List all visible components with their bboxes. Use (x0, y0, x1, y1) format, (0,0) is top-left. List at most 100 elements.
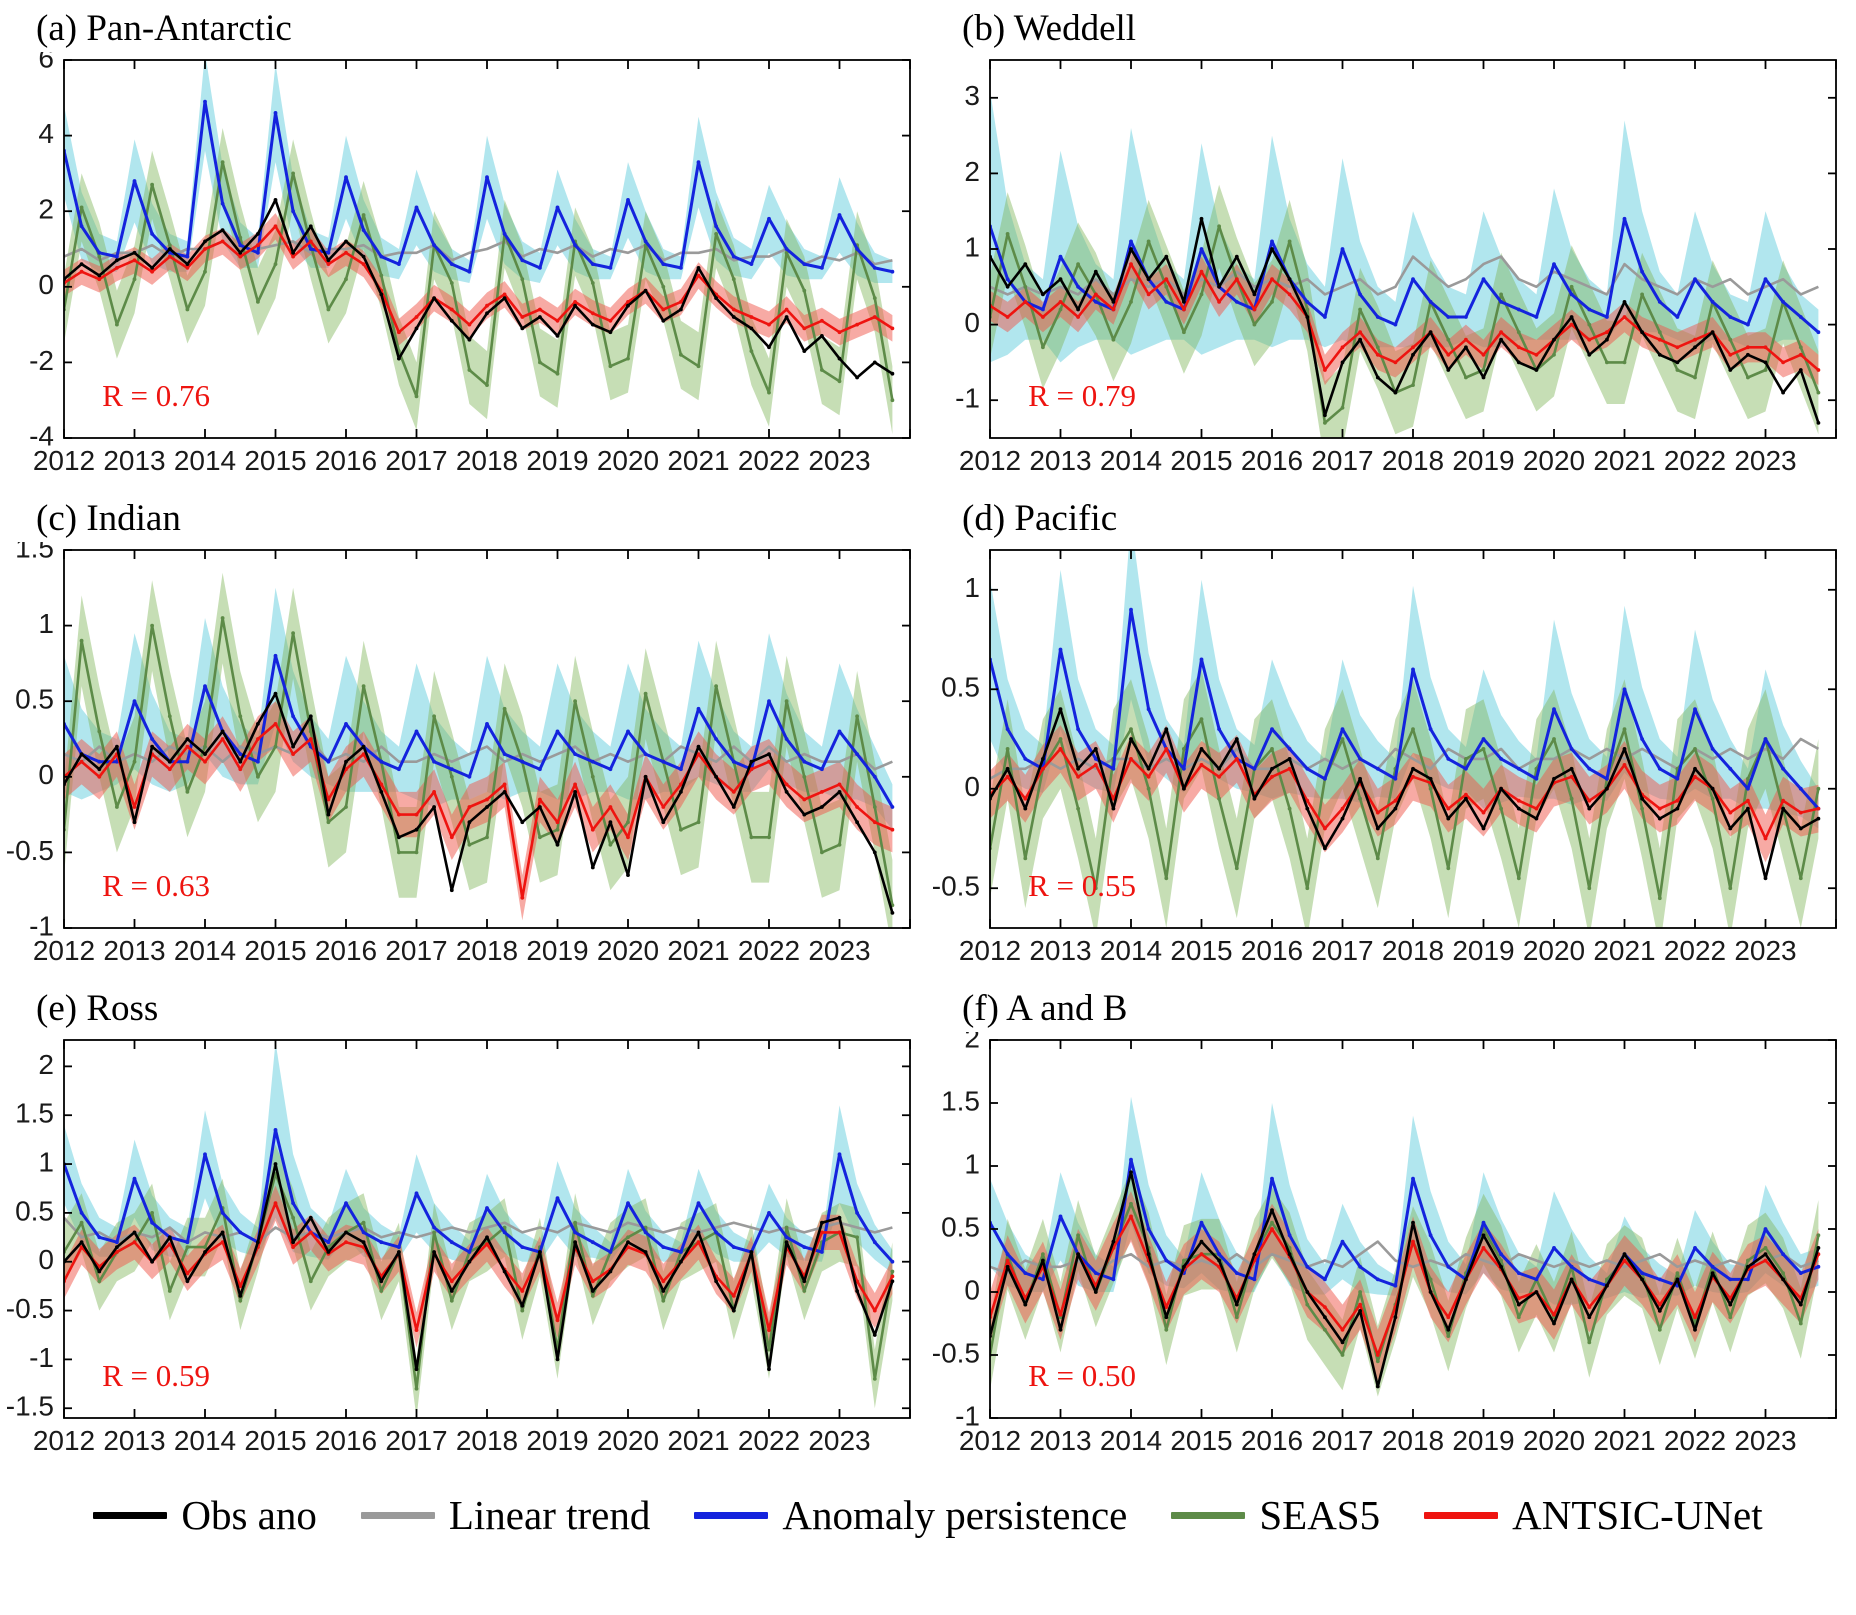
x-tick-label: 2018 (1382, 935, 1444, 966)
legend-item-obs-ano: Obs ano (93, 1491, 317, 1539)
x-tick-label: 2021 (1593, 935, 1655, 966)
y-tick-label: -1 (29, 1342, 54, 1373)
x-tick-label: 2017 (385, 1425, 447, 1456)
x-tick-label: 2013 (1029, 445, 1091, 476)
chart-canvas-f: R = 0.50 -1 -0.5 0 0.5 1 1.5 2 2012 2013 2014 2015 2… (932, 1032, 1837, 1456)
x-tick-label: 2022 (1664, 935, 1726, 966)
r-value-label: R = 0.50 (1028, 1358, 1136, 1393)
legend-item-antsic-unet: ANTSIC-UNet (1424, 1491, 1763, 1539)
x-tick-label: 2014 (1100, 1425, 1162, 1456)
x-tick-label: 2013 (1029, 935, 1091, 966)
x-tick-label: 2017 (385, 935, 447, 966)
x-tick-label: 2016 (1241, 1425, 1303, 1456)
panel-pan-antarctic: (a) Pan-Antarctic R = 0.76 -4 -2 0 2 4 6 2012 20… (6, 4, 918, 484)
y-tick-label: 1.5 (15, 1098, 54, 1129)
x-tick-label: 2013 (103, 1425, 165, 1456)
x-tick-label: 2017 (1311, 1425, 1373, 1456)
legend-item-seas5: SEAS5 (1171, 1491, 1380, 1539)
legend-label-seas5: SEAS5 (1259, 1492, 1381, 1538)
x-tick-label: 2023 (808, 935, 870, 966)
r-value-label: R = 0.79 (1028, 378, 1136, 413)
panel-title-c: (c) Indian (36, 498, 181, 539)
y-tick-label: -1 (955, 383, 980, 414)
panel-weddell: (b) Weddell R = 0.79 -1 0 1 2 3 2012 2013 2014 20… (932, 4, 1844, 484)
chart-canvas-a: R = 0.76 -4 -2 0 2 4 6 2012 2013 2014 2015 2016 2017… (29, 52, 911, 476)
x-tick-label: 2020 (597, 445, 659, 476)
chart-canvas-e: R = 0.59 -1.5 -1 -0.5 0 0.5 1 1.5 2 2012 2013 2014 2… (6, 1039, 911, 1456)
x-tick-label: 2012 (33, 1425, 95, 1456)
x-tick-label: 2019 (1452, 1425, 1514, 1456)
x-tick-label: 2012 (959, 445, 1021, 476)
x-tick-label: 2013 (103, 445, 165, 476)
y-tick-label: 0 (38, 1244, 54, 1275)
x-tick-label: 2019 (526, 935, 588, 966)
y-tick-label: -1 (955, 1400, 980, 1431)
figure-root: (a) Pan-Antarctic R = 0.76 -4 -2 0 2 4 6 2012 20… (6, 4, 1850, 1539)
panel-title-f: (f) A and B (962, 988, 1128, 1029)
x-tick-label: 2014 (174, 445, 236, 476)
x-tick-label: 2015 (244, 935, 306, 966)
r-value-label: R = 0.55 (1028, 868, 1136, 903)
seas5-line-swatch (1171, 1511, 1246, 1519)
x-tick-label: 2018 (456, 935, 518, 966)
y-tick-label: -0.5 (932, 871, 980, 902)
x-tick-label: 2015 (1170, 935, 1232, 966)
x-tick-label: 2019 (1452, 445, 1514, 476)
chart-canvas-d: R = 0.55 -0.5 0 0.5 1 2012 2013 2014 2015 2016 201… (932, 549, 1837, 966)
y-tick-label: 1 (964, 231, 980, 262)
y-tick-label: 4 (38, 118, 54, 149)
legend-label-obs-ano: Obs ano (181, 1492, 317, 1538)
x-tick-label: 2016 (315, 935, 377, 966)
y-tick-label: -1.5 (6, 1391, 54, 1422)
legend-label-antsic-unet: ANTSIC-UNet (1512, 1492, 1763, 1538)
x-tick-label: 2018 (456, 1425, 518, 1456)
x-tick-label: 2012 (959, 1425, 1021, 1456)
x-tick-label: 2017 (385, 445, 447, 476)
r-value-label: R = 0.76 (102, 378, 210, 413)
chart-canvas-b: R = 0.79 -1 0 1 2 3 2012 2013 2014 2015 2016 2017 20… (955, 59, 1837, 476)
antsic-unet-line-swatch (1424, 1511, 1499, 1519)
x-tick-label: 2020 (597, 1425, 659, 1456)
panel-grid: (a) Pan-Antarctic R = 0.76 -4 -2 0 2 4 6 2012 20… (6, 4, 1850, 1464)
x-tick-label: 2013 (103, 935, 165, 966)
anomaly-persistence-line-swatch (694, 1511, 769, 1519)
x-tick-label: 2023 (1734, 445, 1796, 476)
y-tick-label: 0 (964, 307, 980, 338)
x-tick-label: 2014 (1100, 935, 1162, 966)
x-tick-label: 2016 (1241, 445, 1303, 476)
x-tick-label: 2020 (597, 935, 659, 966)
y-tick-label: 3 (964, 80, 980, 111)
legend-label-linear-trend: Linear trend (448, 1492, 651, 1538)
x-tick-label: 2012 (959, 935, 1021, 966)
x-tick-label: 2019 (526, 445, 588, 476)
obs-ano-line-swatch (93, 1511, 168, 1519)
y-tick-label: 0.5 (15, 1195, 54, 1226)
y-tick-label: 1 (964, 1148, 980, 1179)
x-tick-label: 2020 (1523, 935, 1585, 966)
y-tick-label: 1.5 (15, 542, 54, 563)
y-tick-label: 1 (38, 1146, 54, 1177)
y-tick-label: 0.5 (941, 672, 980, 703)
y-tick-label: 2 (38, 1049, 54, 1080)
x-tick-label: 2016 (315, 445, 377, 476)
panel-title-b: (b) Weddell (962, 8, 1137, 49)
panel-ross: (e) Ross R = 0.59 -1.5 -1 -0.5 0 0.5 1 1.5 2 2012… (6, 984, 918, 1464)
panel-indian: (c) Indian R = 0.63 -1 -0.5 0 0.5 1 1.5 2012 201… (6, 494, 918, 974)
x-tick-label: 2021 (667, 445, 729, 476)
y-tick-label: 1 (38, 608, 54, 639)
x-tick-label: 2019 (526, 1425, 588, 1456)
x-tick-label: 2013 (1029, 1425, 1091, 1456)
y-tick-label: 2 (964, 156, 980, 187)
y-tick-label: 2 (38, 194, 54, 225)
x-tick-label: 2021 (1593, 445, 1655, 476)
x-tick-label: 2018 (1382, 1425, 1444, 1456)
panel-pacific: (d) Pacific R = 0.55 -0.5 0 0.5 1 2012 2013 201… (932, 494, 1844, 974)
x-tick-label: 2023 (1734, 1425, 1796, 1456)
y-tick-label: 1.5 (941, 1085, 980, 1116)
legend-item-anomaly-persistence: Anomaly persistence (694, 1491, 1127, 1539)
y-tick-label: -0.5 (932, 1337, 980, 1368)
r-value-label: R = 0.63 (102, 868, 210, 903)
x-tick-label: 2014 (174, 1425, 236, 1456)
y-tick-label: 0 (38, 759, 54, 790)
x-tick-label: 2016 (1241, 935, 1303, 966)
